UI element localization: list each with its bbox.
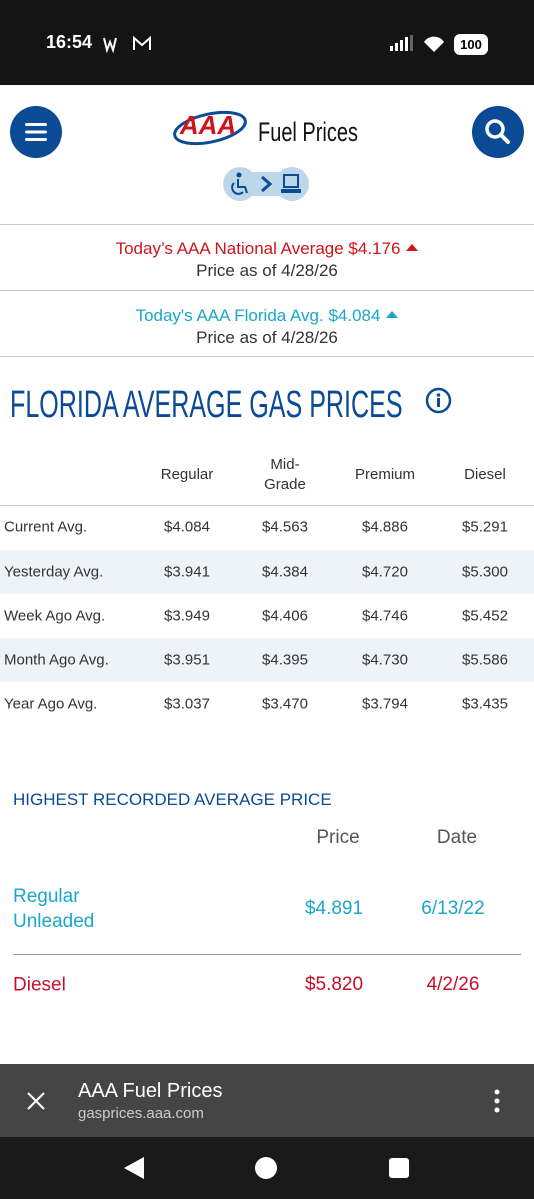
column-header: Premium [355,466,416,483]
nav-buttons [124,1157,409,1179]
florida-average[interactable]: Today's AAA Florida Avg. $4.084 [0,306,534,326]
record-date: 4/2/26 [426,974,480,995]
info-icon[interactable] [425,387,452,414]
aaa-logo[interactable]: AAA [170,104,254,156]
price-cell: $4.730 [362,651,408,669]
national-average-label: Today’s AAA National Average $4.176 [115,239,401,258]
site-title: Fuel Prices [258,117,358,147]
price-cell: $3.794 [362,695,408,713]
record-divider [13,954,521,955]
header-divider [0,505,534,506]
search-button[interactable] [472,106,524,158]
clock: 16:54 [46,32,93,52]
column-header: Regular [160,466,214,483]
price-cell: $4.886 [362,518,408,536]
row-label: Week Ago Avg. [4,607,106,625]
divider [0,290,534,291]
price-cell: $3.435 [462,695,508,713]
price-cell: $5.300 [462,563,508,581]
up-arrow [386,311,399,318]
record-fuel: Regular Unleaded [13,886,95,932]
national-date: Price as of 4/28/26 [196,261,338,280]
price-cell: $4.746 [362,607,408,625]
record-price: $5.820 [304,974,364,995]
divider [0,224,534,225]
price-cell: $4.720 [362,563,408,581]
price-cell: $4.384 [262,563,308,581]
browser-bar [0,1064,534,1137]
recents-button[interactable] [389,1158,409,1178]
price-cell: $3.949 [164,607,210,625]
svg-text:AAA: AAA [179,110,236,140]
row-label: Current Avg. [4,518,88,536]
more-menu[interactable] [490,1088,504,1116]
accessibility-button[interactable] [218,166,318,206]
price-cell: $4.084 [164,518,210,536]
florida-date: Price as of 4/28/26 [196,328,338,347]
divider [0,356,534,357]
back-button[interactable] [124,1157,144,1179]
record-price: $4.891 [304,898,364,919]
price-cell: $4.395 [262,651,308,669]
price-cell: $4.563 [262,518,308,536]
price-cell: $5.291 [462,518,508,536]
price-cell: $3.470 [262,695,308,713]
price-cell: $3.037 [164,695,210,713]
row-label: Year Ago Avg. [4,695,98,713]
florida-average-label: Today's AAA Florida Avg. $4.084 [135,306,381,325]
price-cell: $3.951 [164,651,210,669]
menu-button[interactable] [10,106,62,158]
browser-url: gasprices.aaa.com [78,1105,204,1122]
column-header: Diesel [464,466,506,483]
status-bar [0,0,534,85]
up-arrow [406,244,419,251]
section-heading: FLORIDA AVERAGE GAS PRICES [10,384,403,426]
home-button[interactable] [255,1157,277,1179]
notification-icons [103,35,151,54]
record-column-header: Date [436,827,478,848]
price-cell: $5.452 [462,607,508,625]
battery: 100 [454,34,488,55]
row-band [0,638,534,682]
browser-title: AAA Fuel Prices [78,1080,223,1102]
system-icons [390,35,444,52]
record-title: HIGHEST RECORDED AVERAGE PRICE [13,790,332,809]
price-cell: $4.406 [262,607,308,625]
record-fuel: Diesel [13,974,66,996]
close-button[interactable] [26,1091,46,1111]
record-date: 6/13/22 [421,898,485,919]
price-cell: $5.586 [462,651,508,669]
price-cell: $3.941 [164,563,210,581]
row-label: Month Ago Avg. [4,651,109,669]
row-label: Yesterday Avg. [4,563,104,581]
national-average[interactable]: Today’s AAA National Average $4.176 [0,239,534,259]
row-band [0,550,534,594]
record-column-header: Price [316,827,360,848]
column-header: Mid-Grade [264,456,306,493]
